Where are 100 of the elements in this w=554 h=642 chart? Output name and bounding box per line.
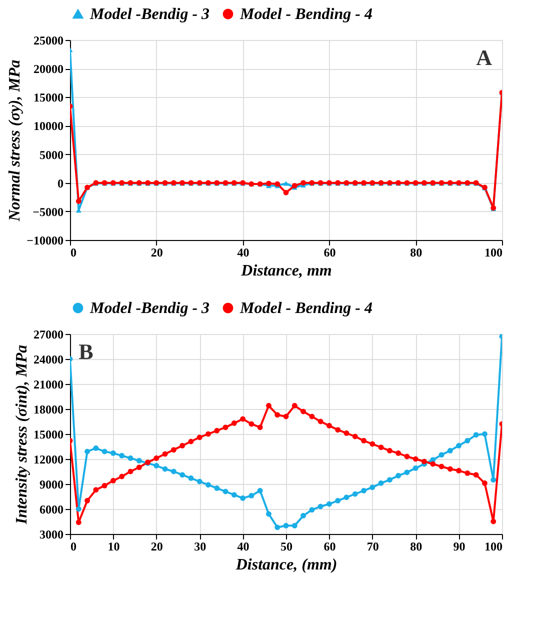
y-tick-label: 25000 [34, 34, 64, 48]
point [335, 427, 341, 433]
point [257, 424, 263, 430]
point [482, 480, 488, 486]
x-axis-title: Distance, (mm) [234, 556, 338, 574]
point [119, 452, 125, 458]
legend-label: Model - Bending - 4 [239, 6, 372, 23]
point [170, 447, 176, 453]
point [344, 430, 350, 436]
point [335, 498, 341, 504]
point [361, 488, 366, 494]
y-tick-label: 20000 [34, 62, 64, 76]
point [318, 504, 324, 510]
y-tick-label: 15000 [34, 90, 64, 105]
x-tick-label: 70 [366, 540, 379, 554]
x-tick-label: 0 [70, 246, 76, 260]
point [274, 412, 280, 418]
point [378, 444, 384, 450]
point [180, 472, 186, 478]
point [162, 466, 168, 472]
point [404, 470, 410, 476]
x-tick-label: 50 [280, 540, 292, 554]
point [248, 492, 254, 498]
point [257, 488, 263, 494]
point [396, 450, 402, 456]
point [119, 474, 125, 480]
point [412, 456, 418, 462]
point [473, 432, 479, 438]
point [84, 448, 90, 454]
y-tick-label: 10000 [34, 119, 64, 134]
point [188, 475, 194, 481]
point [110, 478, 116, 484]
annotation: B [78, 339, 94, 364]
x-tick-label: 80 [410, 540, 422, 554]
point [214, 485, 220, 491]
point [154, 462, 160, 468]
point [456, 442, 462, 448]
point [292, 402, 298, 408]
point [136, 458, 142, 464]
point [283, 181, 289, 186]
y-tick-label: 15000 [34, 428, 64, 442]
point [214, 428, 220, 434]
x-tick-label: 10 [108, 540, 120, 554]
x-axis-title: Distance, mm [240, 262, 332, 280]
x-tick-label: 60 [324, 246, 336, 260]
y-tick-label: 3000 [40, 528, 64, 542]
y-tick-label: 6000 [40, 502, 64, 516]
y-tick-label: 0 [58, 176, 64, 190]
point [93, 445, 99, 451]
x-tick-label: 100 [484, 246, 502, 260]
x-tick-label: 40 [237, 246, 250, 260]
y-tick-label: −10000 [26, 234, 64, 248]
point [300, 408, 306, 414]
x-tick-label: 100 [484, 540, 502, 554]
legend-label: Model -Bendig - 3 [89, 6, 210, 23]
point [76, 520, 82, 526]
point [266, 180, 272, 186]
point [326, 422, 332, 428]
point [464, 470, 470, 476]
point [456, 468, 462, 474]
y-tick-label: 18000 [34, 402, 64, 416]
point [231, 420, 237, 426]
point [206, 431, 211, 437]
point [93, 487, 99, 493]
point [318, 418, 324, 424]
point [396, 472, 402, 478]
point [170, 468, 176, 474]
point [352, 434, 358, 440]
point [274, 524, 280, 530]
point [309, 507, 315, 513]
y-axis-title: Normal stress (σy), MPa [6, 60, 24, 222]
point [344, 494, 350, 500]
point [326, 501, 332, 507]
point [386, 448, 392, 454]
annotation: A [476, 45, 492, 70]
point [188, 438, 194, 444]
x-tick-label: 60 [324, 540, 336, 554]
point [128, 455, 134, 461]
point [370, 441, 376, 447]
point [447, 448, 453, 454]
point [292, 182, 298, 188]
point [300, 512, 306, 518]
point [102, 448, 108, 454]
point [283, 414, 289, 420]
y-tick-label: 5000 [40, 148, 64, 162]
point [422, 458, 427, 464]
point [162, 451, 168, 457]
y-tick-label: 9000 [40, 478, 64, 492]
point [404, 454, 410, 460]
x-tick-label: 80 [410, 246, 422, 260]
point [464, 438, 470, 444]
point [76, 506, 82, 512]
point [473, 472, 479, 478]
point [266, 402, 272, 408]
point [136, 464, 142, 470]
point [102, 482, 108, 488]
legend-label: Model - Bending - 4 [239, 300, 372, 317]
point [84, 498, 90, 504]
point [266, 511, 272, 517]
point [283, 190, 289, 196]
